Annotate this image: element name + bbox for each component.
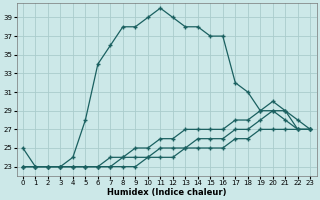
X-axis label: Humidex (Indice chaleur): Humidex (Indice chaleur) — [107, 188, 226, 197]
